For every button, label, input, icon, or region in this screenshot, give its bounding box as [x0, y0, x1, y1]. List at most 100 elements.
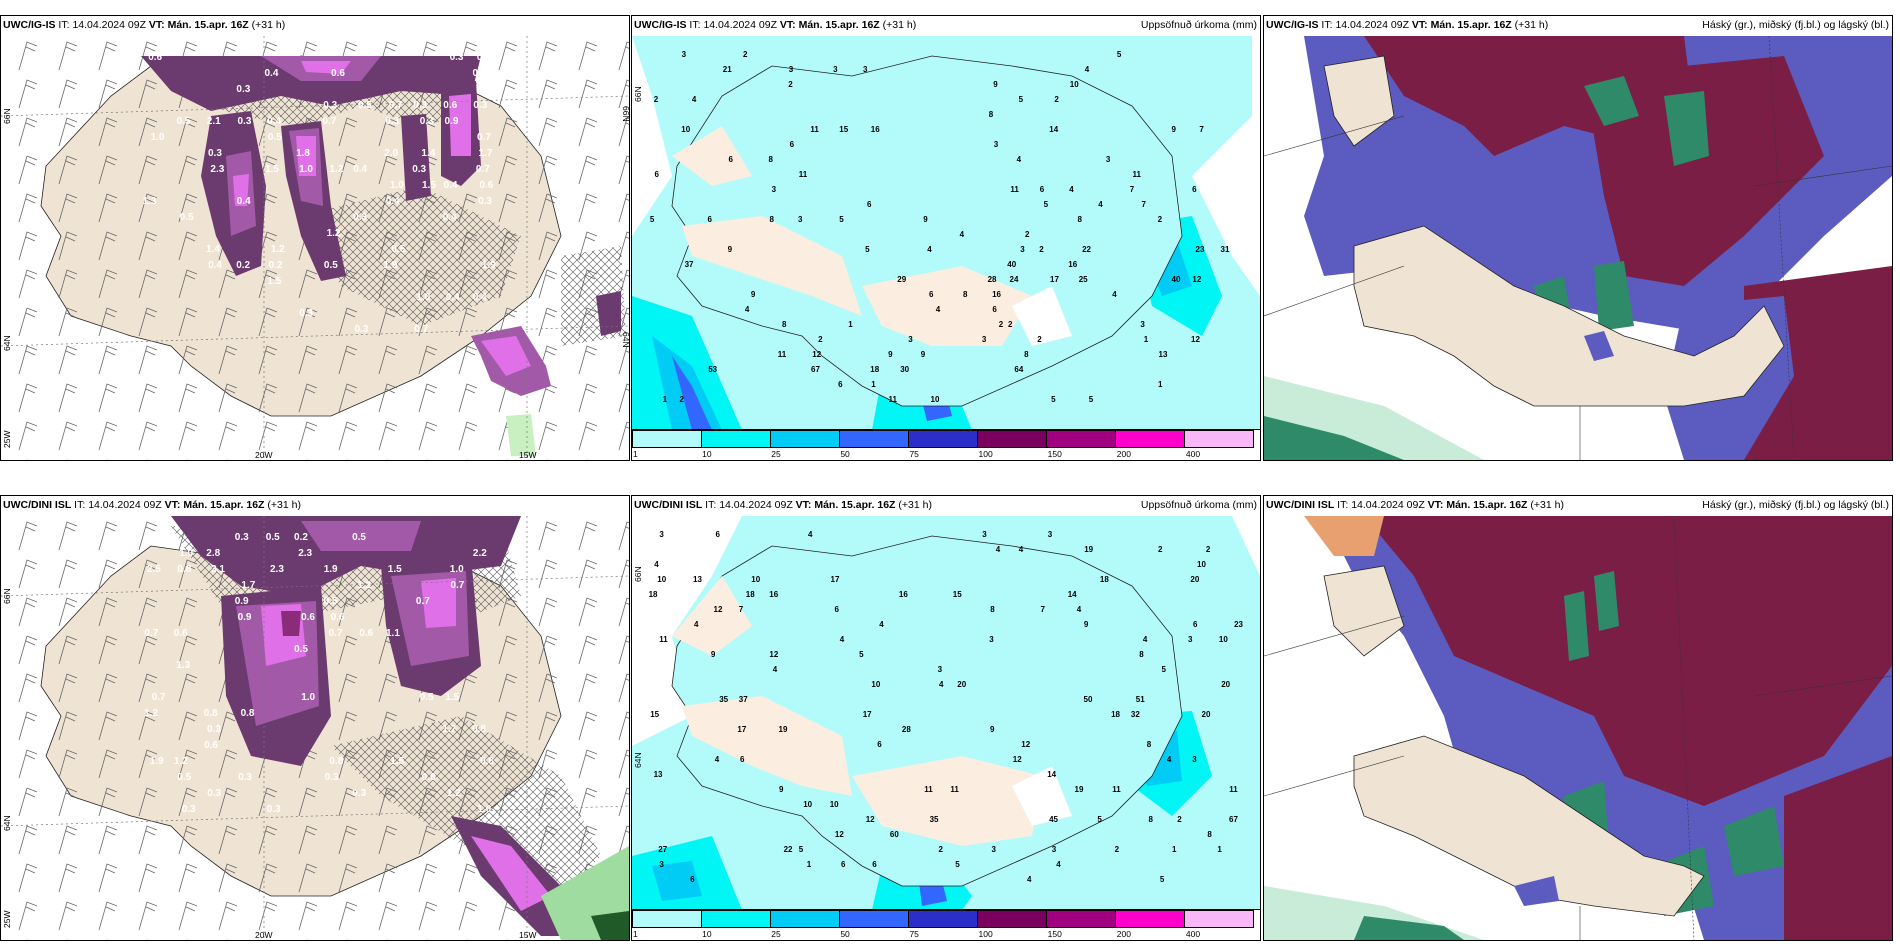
- precip-value-label: 22: [784, 845, 793, 854]
- precip-value-label: 6: [929, 290, 934, 299]
- colorbar-tick-label: 25: [771, 449, 781, 459]
- snow-depth-label: 1.4: [421, 148, 435, 159]
- precip-value-label: 3: [1188, 635, 1193, 644]
- precip-value-label: 5: [1044, 200, 1049, 209]
- snow-depth-label: 0.4: [479, 84, 493, 95]
- precip-value-label: 4: [939, 680, 944, 689]
- snow-depth-label: 0.5: [177, 116, 191, 127]
- precip-value-label: 27: [658, 845, 667, 854]
- precip-value-label: 4: [773, 665, 778, 674]
- precip-value-label: 11: [1112, 785, 1121, 794]
- colorbar-swatch: [1047, 911, 1116, 927]
- lat-label-66n: 66N: [2, 108, 12, 124]
- snow-map[interactable]: 0.3 0.5 0.2 0.5 1.0 2.8 2.3 2.2 2.5 0.8 3.1 2.3 1.9 1…: [1, 516, 629, 940]
- snow-map[interactable]: 0.6 0.3 0.6 0.4 0.6 0.4 0.3 0.4 0.3 0.5 0.7 0.3 0.6 0…: [1, 36, 629, 460]
- precip-value-label: 3: [863, 65, 868, 74]
- precip-value-label: 12: [1013, 755, 1022, 764]
- precip-value-label: 2: [1025, 230, 1030, 239]
- precip-value-label: 12: [1192, 275, 1201, 284]
- lat-label-66n: 66N: [2, 588, 12, 604]
- snow-depth-label: 1.7: [479, 148, 493, 159]
- snow-depth-label: 0.6: [301, 612, 315, 623]
- panel-title: UWC/DINI ISL IT: 14.04.2024 09Z VT: Mán.…: [1266, 499, 1564, 511]
- precip-value-label: 45: [1049, 815, 1058, 824]
- precip-value-label: 20: [1190, 575, 1199, 584]
- snow-depth-label: 0.3: [413, 100, 427, 111]
- snow-depth-label: 0.3: [450, 52, 464, 63]
- snow-depth-label: 0.3: [412, 164, 426, 175]
- snow-depth-label: 0.4: [267, 116, 281, 127]
- precip-value-label: 4: [879, 620, 884, 629]
- lon-label-20w: 20W: [255, 450, 273, 460]
- precip-value-label: 4: [1077, 605, 1082, 614]
- precip-value-label: 8: [1024, 350, 1029, 359]
- snow-depth-label: 2.3: [270, 564, 284, 575]
- precip-value-label: 3: [798, 215, 803, 224]
- snow-band-north: [141, 56, 481, 111]
- precip-value-label: 4: [745, 305, 750, 314]
- precip-value-label: 5: [859, 650, 864, 659]
- precip-value-label: 3: [989, 635, 994, 644]
- precip-value-label: 1: [663, 395, 668, 404]
- snow-depth-label: 0.7: [477, 132, 491, 143]
- snow-depth-label: 1.2: [327, 228, 341, 239]
- colorbar-swatch: [771, 431, 840, 447]
- snow-depth-label: 0.6: [148, 52, 162, 63]
- precip-value-label: 6: [1193, 620, 1198, 629]
- precip-value-label: 17: [863, 710, 872, 719]
- precip-value-label: 4: [1112, 290, 1117, 299]
- precip-value-label: 10: [751, 575, 760, 584]
- precip-value-label: 6: [729, 155, 734, 164]
- snow-depth-label: 0.5: [352, 532, 366, 543]
- precip-value-label: 12: [714, 605, 723, 614]
- precip-value-label: 3: [982, 530, 987, 539]
- colorbar-swatch: [633, 431, 702, 447]
- snow-depth-label: 1.8: [296, 148, 310, 159]
- precip-value-label: 2: [1037, 335, 1042, 344]
- snow-depth-label: 1.2: [447, 788, 461, 799]
- precip-value-label: 14: [1049, 125, 1058, 134]
- snow-depth-label: 0.2: [236, 260, 250, 271]
- precip-value-label: 3: [994, 140, 999, 149]
- precip-value-label: 11: [659, 635, 668, 644]
- precip-value-label: 6: [992, 305, 997, 314]
- lat-label-66n: 66N: [633, 566, 643, 582]
- snow-depth-label: 0.5: [358, 100, 372, 111]
- snow-depth-label: 2.2: [473, 548, 487, 559]
- precip-value-label: 1: [807, 860, 812, 869]
- snow-depth-label: 0.3: [478, 196, 492, 207]
- snow-depth-label: 0.5: [391, 244, 405, 255]
- precip-value-label: 5: [1117, 50, 1122, 59]
- snow-depth-label: 1.2: [144, 708, 158, 719]
- lat-label-64n-right: 64N: [621, 332, 630, 348]
- colorbar-tick-label: 150: [1047, 929, 1062, 939]
- colorbar-tick-label: 10: [702, 929, 712, 939]
- cloud-map[interactable]: [1264, 516, 1892, 940]
- panel-snow-igis: UWC/IG-IS IT: 14.04.2024 09Z VT: Mán. 15…: [0, 15, 630, 461]
- precip-value-label: 17: [1050, 275, 1059, 284]
- precip-value-label: 20: [957, 680, 966, 689]
- precip-value-label: 2: [788, 80, 793, 89]
- precip-value-label: 7: [1199, 125, 1204, 134]
- precip-value-label: 8: [1149, 815, 1154, 824]
- snow-depth-label: 1.5: [267, 276, 281, 287]
- colorbar-tick-label: 100: [978, 449, 993, 459]
- snow-depth-label: 2.5: [147, 564, 161, 575]
- snow-depth-label: 0.5: [294, 644, 308, 655]
- precip-value-label: 18: [1100, 575, 1109, 584]
- snow-depth-label: 0.7: [152, 692, 166, 703]
- precip-value-label: 1: [871, 380, 876, 389]
- cloud-map[interactable]: [1264, 36, 1892, 460]
- precip-value-label: 4: [1019, 545, 1024, 554]
- precip-value-label: 4: [808, 530, 813, 539]
- precip-value-label: 12: [866, 815, 875, 824]
- colorbar-tick-label: 50: [840, 929, 850, 939]
- precip-value-label: 1: [1172, 845, 1177, 854]
- precip-value-label: 28: [902, 725, 911, 734]
- colorbar-tick-label: 1: [633, 929, 638, 939]
- snow-depth-label: 0.6: [331, 612, 345, 623]
- precip-value-label: 15: [953, 590, 962, 599]
